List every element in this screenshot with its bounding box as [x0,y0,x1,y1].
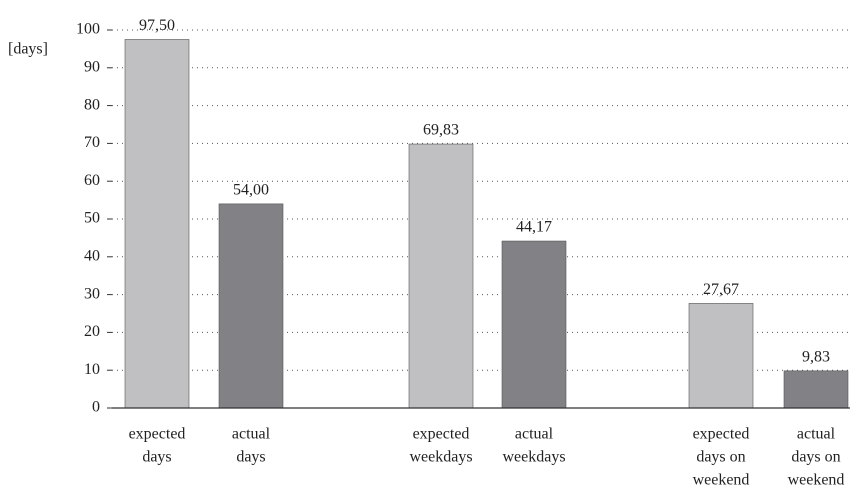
x-tick-label: expected [413,426,470,443]
value-label: 54,00 [233,182,269,199]
y-tick-label: 50 [84,210,100,227]
x-tick-label: expected [129,426,186,443]
x-tick-label: expected [693,426,750,443]
x-tick-label: weekend [788,472,845,489]
y-tick-label: 30 [84,285,100,302]
bar [688,303,754,409]
value-label: 27,67 [703,281,739,298]
bar [408,143,474,409]
y-tick-label: 40 [84,247,100,264]
x-tick-label: days on [791,449,840,466]
bar [783,370,849,409]
x-tick-label: actual [232,426,271,443]
bar [501,240,567,409]
x-tick-label: days [142,449,171,466]
value-label: 97,50 [139,17,175,34]
y-tick-label: 10 [84,361,100,378]
y-tick-label: 70 [84,134,100,151]
value-label: 9,83 [802,349,830,366]
x-tick-label: weekdays [409,449,472,466]
y-axis-label: [days] [8,41,48,58]
x-tick-label: days [236,449,265,466]
value-label: 69,83 [423,122,459,139]
bar [218,203,284,409]
y-tick-label: 60 [84,172,100,189]
x-tick-label: weekend [693,472,750,489]
x-tick-label: weekdays [502,449,565,466]
y-tick-label: 100 [76,21,100,38]
y-tick-label: 80 [84,96,100,113]
y-tick-label: 90 [84,58,100,75]
y-tick-label: 20 [84,323,100,340]
x-tick-label: days on [696,449,745,466]
bar [124,39,190,409]
x-tick-label: actual [797,426,836,443]
value-label: 44,17 [516,219,552,236]
x-tick-label: actual [515,426,554,443]
y-tick-label: 0 [92,399,100,416]
